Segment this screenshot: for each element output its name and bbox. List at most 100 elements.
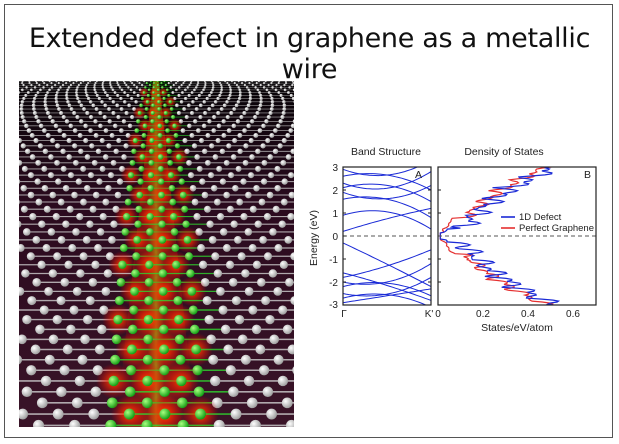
carbon-atom [72,110,77,115]
carbon-atom [213,198,221,206]
carbon-atom [253,114,258,120]
carbon-atom [230,81,234,83]
defect-atom [175,354,186,365]
carbon-atom [258,198,266,206]
carbon-atom [251,83,255,87]
defect-atom [164,83,168,87]
carbon-atom [22,228,31,236]
carbon-atom [207,119,212,124]
carbon-atom [283,83,286,87]
carbon-atom [19,286,25,296]
carbon-atom [54,159,60,166]
carbon-atom [40,375,52,387]
carbon-atom [42,148,49,155]
carbon-atom [239,114,244,120]
carbon-atom [77,133,83,138]
carbon-atom [187,103,191,108]
carbon-atom [242,128,247,133]
carbon-atom [207,107,212,111]
carbon-atom [119,96,123,101]
carbon-atom [50,86,54,89]
carbon-atom [216,123,222,129]
carbon-atom [85,93,89,98]
defect-atom [147,172,155,179]
carbon-atom [43,96,48,101]
defect-atom [124,198,132,206]
dos-title: Density of States [464,146,543,158]
carbon-atom [291,96,294,101]
carbon-atom [225,114,230,120]
carbon-atom [184,114,189,120]
carbon-atom [59,365,70,376]
carbon-atom [62,344,73,355]
carbon-atom [48,154,54,160]
carbon-atom [32,236,41,244]
defect-atom [105,419,117,427]
carbon-atom [275,83,278,87]
legend-label-defect: 1D Defect [519,212,562,223]
carbon-atom [206,220,214,228]
carbon-atom [266,114,271,120]
carbon-atom [234,314,245,325]
carbon-atom [240,178,247,185]
defect-atom [143,314,154,325]
carbon-atom [133,83,136,87]
carbon-atom [84,154,91,160]
carbon-atom [80,165,87,172]
carbon-atom [248,305,258,315]
carbon-atom [98,110,103,115]
carbon-atom [271,86,274,89]
carbon-atom [143,81,146,83]
carbon-atom [32,100,36,104]
carbon-atom [236,100,241,104]
carbon-atom [109,133,115,138]
carbon-atom [38,83,41,87]
carbon-atom [277,143,283,149]
carbon-atom [191,143,198,149]
carbon-atom [83,123,88,129]
carbon-atom [210,184,218,192]
defect-atom [182,220,190,228]
carbon-atom [188,83,191,87]
carbon-atom [123,100,127,104]
carbon-atom [87,172,95,179]
carbon-atom [103,269,113,278]
carbon-atom [98,123,103,129]
carbon-atom [244,81,247,83]
carbon-atom [48,334,59,345]
carbon-atom [72,159,79,166]
defect-atom [127,172,135,179]
carbon-atom [227,96,231,101]
carbon-atom [118,128,124,133]
carbon-atom [243,143,249,149]
carbon-atom [242,159,249,166]
carbon-atom [69,305,79,315]
carbon-atom [102,88,106,92]
carbon-atom [82,314,93,325]
carbon-atom [225,365,236,376]
carbon-atom [187,172,195,179]
y-tick-label: -2 [329,278,338,289]
defect-atom [165,128,170,133]
carbon-atom [56,386,67,398]
carbon-atom [211,128,217,133]
carbon-atom [278,81,281,83]
carbon-atom [35,82,39,85]
band-line [343,272,431,301]
carbon-atom [211,86,215,89]
defect-atom [142,354,153,365]
carbon-atom [19,334,27,345]
carbon-atom [197,81,200,83]
carbon-atom [28,81,31,83]
defect-atom [174,143,181,149]
carbon-atom [19,408,29,420]
defect-atom [137,178,144,185]
carbon-atom [244,228,253,236]
carbon-atom [283,88,287,92]
carbon-atom [19,103,24,108]
carbon-atom [238,93,242,98]
carbon-atom [284,81,288,83]
carbon-atom [129,114,135,120]
carbon-atom [26,365,37,376]
carbon-atom [64,119,70,124]
